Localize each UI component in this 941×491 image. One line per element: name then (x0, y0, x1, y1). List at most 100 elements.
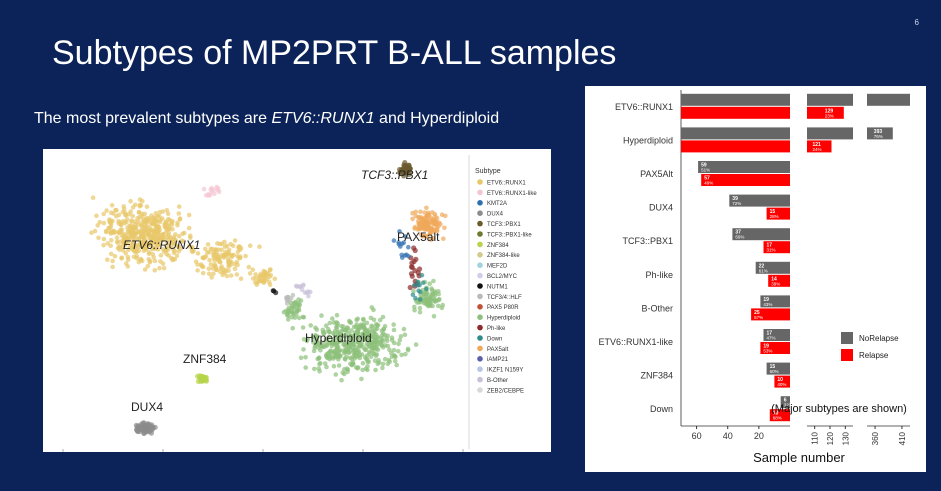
subtitle-part-1: The most prevalent subtypes are (34, 110, 272, 127)
slide-number: 6 (914, 18, 919, 27)
umap-point (290, 325, 295, 331)
umap-point (393, 354, 398, 360)
umap-point (110, 264, 115, 270)
umap-point (426, 301, 432, 307)
umap-point (232, 266, 238, 271)
umap-point (374, 352, 380, 357)
umap-point (150, 424, 156, 430)
umap-point (325, 355, 330, 360)
umap-point (97, 219, 103, 225)
umap-point (401, 165, 407, 171)
umap-point (143, 237, 148, 242)
umap-point (342, 334, 348, 340)
umap-point (356, 344, 362, 349)
umap-point (314, 335, 320, 341)
umap-point (370, 335, 376, 340)
umap-point (152, 258, 158, 264)
bar-relapse (751, 308, 790, 321)
umap-point (363, 347, 369, 353)
umap-point (151, 235, 156, 240)
umap-point (119, 256, 124, 261)
legend-label: BCL2/MYC (487, 274, 518, 280)
umap-point (332, 332, 337, 337)
legend-label: ETV6::RUNX1-like (487, 191, 537, 197)
category-label: ZNF384 (640, 371, 673, 381)
bar-norelapse (867, 93, 910, 106)
umap-point (258, 271, 263, 277)
umap-point (186, 225, 192, 231)
umap-point (301, 347, 306, 352)
umap-point (413, 256, 419, 262)
umap-point (392, 358, 398, 364)
umap-point (116, 219, 121, 224)
umap-point (330, 340, 336, 345)
umap-point (431, 314, 437, 319)
umap-point (296, 297, 301, 302)
data-label-value: 17 (767, 331, 773, 337)
umap-point (324, 343, 330, 348)
umap-point (109, 237, 114, 243)
bar-relapse (701, 174, 790, 186)
umap-point (442, 225, 447, 231)
data-label-value: 19 (763, 344, 769, 350)
umap-point (193, 259, 199, 265)
umap-point (385, 361, 391, 367)
bar-relapse (768, 274, 790, 287)
umap-point (401, 326, 407, 332)
umap-point (396, 240, 401, 245)
umap-point (405, 346, 411, 352)
umap-point (396, 341, 401, 347)
umap-point (412, 304, 417, 310)
umap-point (410, 292, 416, 298)
umap-point (130, 205, 136, 210)
umap-point (429, 286, 434, 291)
umap-point (434, 298, 440, 303)
slide-title: Subtypes of MP2PRT B-ALL samples (52, 34, 617, 72)
umap-point (103, 229, 109, 235)
category-label: ETV6::RUNX1-like (598, 337, 673, 347)
umap-point (303, 355, 308, 360)
umap-point (295, 302, 301, 307)
umap-point (161, 265, 167, 271)
umap-point (201, 186, 207, 192)
umap-point (333, 372, 339, 377)
umap-point (403, 234, 408, 239)
umap-point (416, 218, 421, 224)
legend-label: PAX5 P80R (487, 305, 519, 311)
cluster-label: ETV6::RUNX1 (123, 238, 200, 252)
bar-norelapse (807, 93, 853, 106)
category-label: PAX5Alt (640, 169, 673, 179)
umap-point (325, 338, 330, 344)
legend-label: KMT2A (487, 201, 507, 207)
umap-point (213, 264, 219, 270)
umap-point (427, 281, 433, 286)
umap-point (188, 233, 193, 238)
umap-point (165, 247, 171, 252)
data-label-value: 10 (777, 377, 783, 383)
umap-point (374, 335, 380, 340)
legend-swatch (477, 210, 483, 216)
umap-point (203, 376, 209, 382)
umap-point (409, 273, 415, 279)
umap-point (145, 263, 151, 269)
umap-point (316, 366, 322, 371)
umap-point (128, 198, 133, 204)
bar-relapse (681, 140, 790, 153)
umap-point (326, 329, 332, 335)
legend-swatch (841, 349, 853, 361)
umap-point (402, 253, 408, 258)
legend-swatch (477, 345, 483, 352)
legend-label: MEF2D (487, 264, 508, 270)
umap-point (164, 227, 170, 232)
data-label-value: 393 (874, 129, 883, 135)
umap-point (440, 302, 446, 308)
legend-label: IKZF1 N159Y (487, 368, 523, 374)
data-label-percent: 51% (701, 168, 710, 173)
umap-point (157, 265, 162, 271)
umap-panel: Subtype ETV6::RUNX1 ETV6::RUNX1-like KMT2A D… (43, 149, 551, 452)
umap-point (415, 227, 421, 232)
umap-point (149, 213, 154, 218)
data-label-value: 6 (784, 398, 787, 404)
data-label-percent: 39% (771, 281, 780, 286)
umap-point (342, 341, 348, 346)
